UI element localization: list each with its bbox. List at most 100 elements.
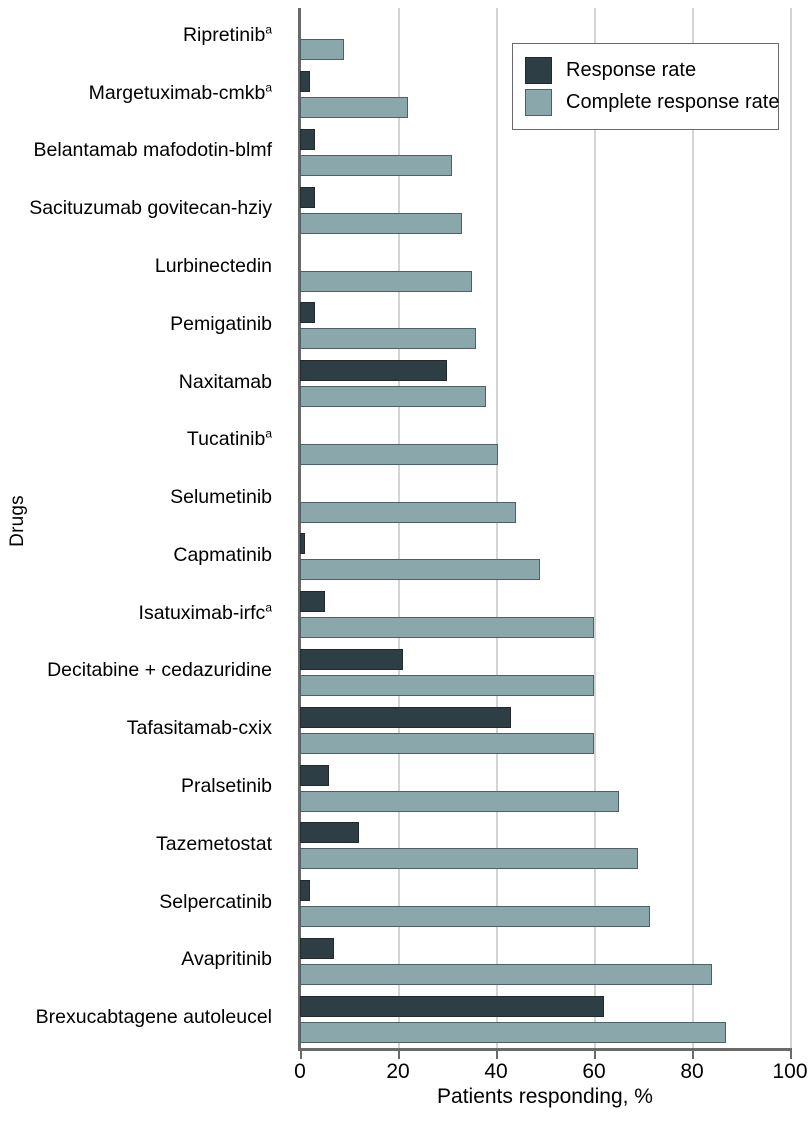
x-tick-label: 80 xyxy=(680,1060,704,1083)
bar-complete_response_rate xyxy=(300,270,472,292)
y-axis-line xyxy=(298,8,301,1048)
bar-complete_response_rate xyxy=(300,963,712,985)
gridline xyxy=(790,8,792,1048)
x-tick-label: 60 xyxy=(582,1060,606,1083)
footnote-marker: a xyxy=(265,426,272,441)
bar-response_rate xyxy=(300,880,310,902)
legend-entry-response-rate: Response rate xyxy=(525,54,766,86)
bar-complete_response_rate xyxy=(300,906,651,928)
bar-complete_response_rate xyxy=(300,501,516,523)
x-tick-mark xyxy=(496,1048,498,1059)
category-label: Pemigatinib xyxy=(170,312,272,335)
bar-response_rate xyxy=(300,764,330,786)
x-axis-line xyxy=(298,1048,791,1051)
bar-complete_response_rate xyxy=(300,617,594,639)
bar-response_rate xyxy=(300,591,325,613)
category-label: Brexucabtagene autoleucel xyxy=(35,1006,272,1029)
bar-group xyxy=(300,128,790,176)
legend-label-response-rate: Response rate xyxy=(566,58,697,81)
bar-complete_response_rate xyxy=(300,39,345,61)
light-swatch-icon xyxy=(525,88,552,116)
bar-response_rate xyxy=(300,937,335,959)
category-label: Selumetinib xyxy=(170,486,272,509)
bar-group xyxy=(300,71,790,119)
x-axis-title: Patients responding, % xyxy=(437,1085,653,1108)
bar-complete_response_rate xyxy=(300,559,541,581)
bar-group xyxy=(300,533,790,581)
bar-group xyxy=(300,302,790,350)
legend-entry-complete-response-rate: Complete response rate xyxy=(525,86,779,118)
bar-response_rate xyxy=(300,995,604,1017)
bar-group xyxy=(300,476,790,523)
footnote-marker: a xyxy=(265,80,272,95)
bar-response_rate xyxy=(300,71,310,93)
x-tick-mark xyxy=(790,1048,792,1059)
category-label: Selpercatinib xyxy=(159,890,272,913)
bar-complete_response_rate xyxy=(300,212,462,234)
bar-group xyxy=(300,186,790,234)
category-label: Pralsetinib xyxy=(180,775,272,797)
category-label: Decitabine + cedazuridine xyxy=(47,659,272,682)
bar-complete_response_rate xyxy=(300,443,499,465)
bar-response_rate xyxy=(300,706,511,728)
category-label: Lurbinectedin xyxy=(154,255,272,277)
bar-complete_response_rate xyxy=(300,848,639,870)
bar-group xyxy=(300,591,790,639)
bar-group xyxy=(300,822,790,870)
bar-response_rate xyxy=(300,822,359,844)
bar-group xyxy=(300,937,790,985)
bar-complete_response_rate xyxy=(300,328,477,350)
bar-group xyxy=(300,764,790,812)
chart-legend: Response rate Complete response rate xyxy=(512,43,779,130)
bar-complete_response_rate xyxy=(300,97,408,119)
bar-group xyxy=(300,245,790,292)
footnote-marker: a xyxy=(265,600,272,615)
category-label: Naxitamab xyxy=(178,370,272,393)
category-label: Tafasitamab-cxix xyxy=(126,717,272,740)
category-label: Tucatiniba xyxy=(186,426,272,451)
x-tick-label: 20 xyxy=(386,1060,410,1083)
category-label: Avapritinib xyxy=(181,948,272,971)
gridline xyxy=(398,8,400,1048)
bar-complete_response_rate xyxy=(300,1021,727,1043)
category-label: Belantamab mafodotin-blmf xyxy=(33,139,272,162)
gridline xyxy=(594,8,596,1048)
bar-response_rate xyxy=(300,360,447,382)
bar-group xyxy=(300,360,790,408)
bar-complete_response_rate xyxy=(300,732,594,754)
bar-group xyxy=(300,706,790,754)
bar-complete_response_rate xyxy=(300,386,487,408)
x-tick-mark xyxy=(692,1048,694,1059)
legend-label-complete-response-rate: Complete response rate xyxy=(566,90,780,113)
bar-group xyxy=(300,418,790,465)
bar-group xyxy=(300,13,790,61)
x-tick-mark xyxy=(300,1048,302,1059)
bar-complete_response_rate xyxy=(300,674,594,696)
bar-group xyxy=(300,648,790,696)
bar-response_rate xyxy=(300,128,315,150)
footnote-marker: a xyxy=(265,22,272,37)
plot-area: 0 20 40 60 80 100 Ripretiniba Margetuximab-cmk… xyxy=(29,8,808,1083)
x-tick-label: 100 xyxy=(772,1060,808,1083)
x-tick-mark xyxy=(594,1048,596,1059)
category-label: Sacituzumab govitecan-hziy xyxy=(29,197,272,220)
bar-group xyxy=(300,995,790,1043)
bar-response_rate xyxy=(300,302,315,324)
gridline xyxy=(496,8,498,1048)
bar-complete_response_rate xyxy=(300,790,619,812)
category-label: Capmatinib xyxy=(173,543,272,566)
bar-response_rate xyxy=(300,186,315,208)
bar-response_rate xyxy=(300,648,403,670)
bar-response_rate xyxy=(300,533,305,555)
bar-group xyxy=(300,880,790,928)
dark-swatch-icon xyxy=(525,56,552,84)
x-tick-label: 40 xyxy=(484,1060,508,1083)
bar-complete_response_rate xyxy=(300,154,452,176)
category-label: Ripretiniba xyxy=(182,22,272,46)
category-label: Margetuximab-cmkba xyxy=(88,80,272,104)
category-label: Tazemetostat xyxy=(156,832,272,855)
category-label: Isatuximab-irfca xyxy=(138,600,272,624)
x-tick-label: 0 xyxy=(294,1060,306,1083)
x-tick-mark xyxy=(398,1048,400,1059)
